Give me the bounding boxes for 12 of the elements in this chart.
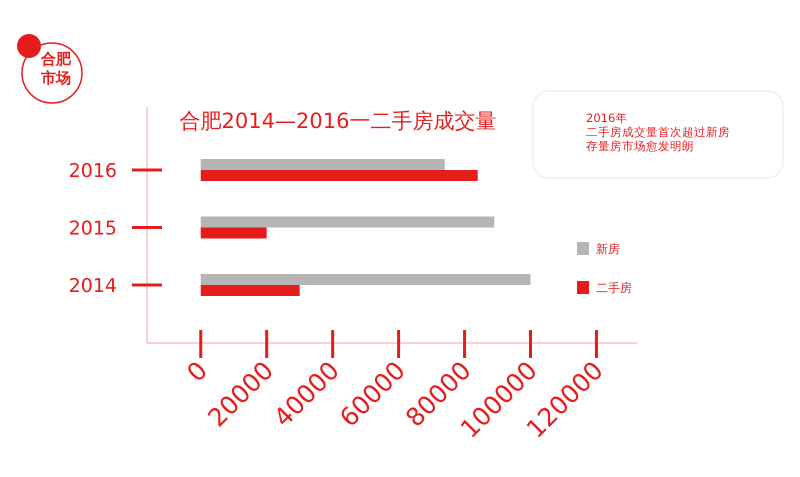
annotation: 2016年	[586, 111, 628, 125]
text: 市场	[40, 69, 71, 87]
text: 合肥	[40, 50, 72, 68]
y-tick-label: 2016	[68, 160, 117, 182]
y-tick-label: 2014	[68, 275, 117, 297]
annotation: 二手房成交量首次超过新房	[586, 125, 730, 139]
y-tick-label: 2015	[68, 218, 117, 240]
annotation: 存量房市场愈发明朗	[586, 139, 694, 153]
chart-title: 合肥2014—2016一二手房成交量	[180, 109, 496, 133]
legend-label: 新房	[596, 242, 620, 256]
legend-label: 二手房	[596, 281, 632, 295]
x-tick-label: 0	[181, 356, 213, 388]
